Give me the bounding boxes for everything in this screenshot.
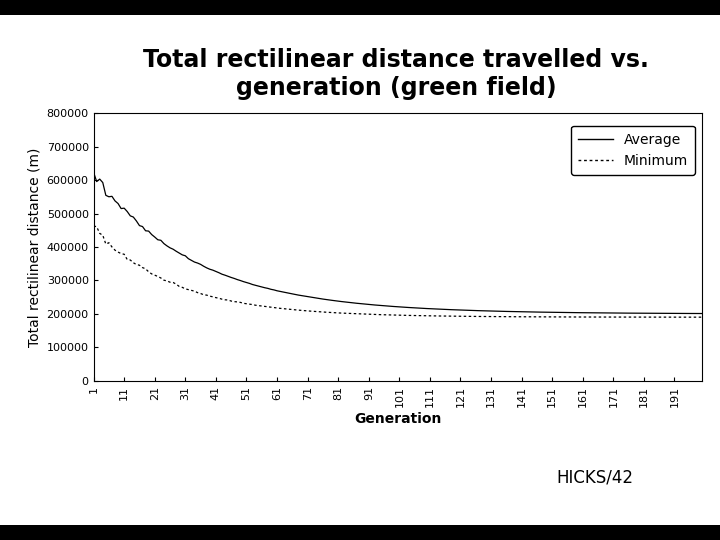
Minimum — [202, 292, 211, 299]
Legend: Average, Minimum: Average, Minimum — [571, 126, 695, 174]
Average — [698, 310, 706, 317]
Line: Average: Average — [94, 172, 702, 314]
Average — [202, 265, 211, 271]
Minimum — [251, 302, 260, 308]
Minimum — [114, 249, 122, 255]
Text: Total rectilinear distance travelled vs.
generation (green field): Total rectilinear distance travelled vs.… — [143, 48, 649, 100]
Text: HICKS/42: HICKS/42 — [557, 469, 634, 487]
Average — [89, 169, 98, 176]
Minimum — [89, 223, 98, 230]
Average — [114, 200, 122, 207]
Average — [251, 282, 260, 288]
Minimum — [698, 314, 706, 320]
Text: © C.Hicks, University of Newcastle: © C.Hicks, University of Newcastle — [36, 526, 255, 539]
Line: Minimum: Minimum — [94, 226, 702, 317]
Minimum — [667, 314, 676, 320]
Y-axis label: Total rectilinear distance (m): Total rectilinear distance (m) — [27, 147, 41, 347]
Average — [667, 310, 676, 316]
X-axis label: Generation: Generation — [354, 412, 441, 426]
Minimum — [126, 256, 135, 263]
Average — [646, 310, 654, 316]
Minimum — [646, 314, 654, 320]
Average — [126, 213, 135, 219]
